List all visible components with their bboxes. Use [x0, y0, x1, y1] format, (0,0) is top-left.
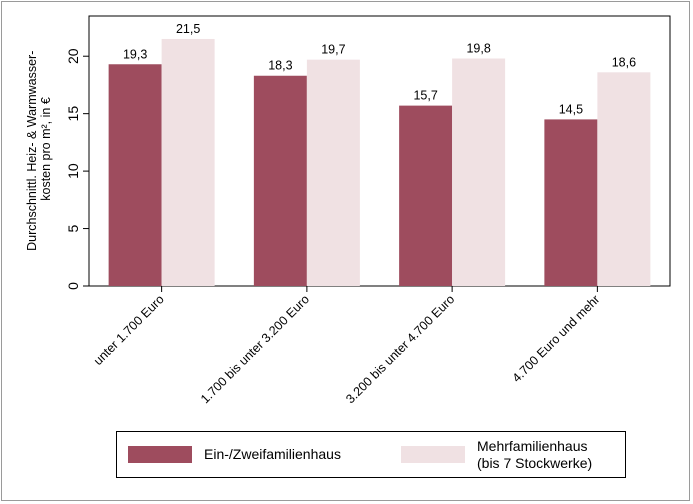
- data-label-2-4-700-euro-und-mehr: 18,6: [612, 55, 636, 69]
- legend-label-mehrfamilienhaus: Mehrfamilienhaus (bis 7 Stockwerke): [477, 438, 593, 471]
- y-tick-label-20: 20: [65, 48, 81, 64]
- x-tick-label-3-200-bis-unter-4-700-euro: 3.200 bis unter 4.700 Euro: [343, 292, 457, 406]
- bar-1-4-700-euro-und-mehr: [544, 119, 598, 286]
- bar-2-3-200-bis-unter-4-700-euro: [452, 58, 506, 287]
- bar-1-3-200-bis-unter-4-700-euro: [399, 105, 453, 286]
- x-tick-label-4-700-euro-und-mehr: 4.700 Euro und mehr: [510, 292, 603, 385]
- bar-2-1-700-bis-unter-3-200-euro: [306, 59, 360, 286]
- y-tick-label-5: 5: [65, 224, 81, 232]
- plot-area: [88, 15, 671, 287]
- legend-swatch-ein-zweifamilienhaus: [128, 446, 192, 463]
- x-tick-label-unter-1-700-euro: unter 1.700 Euro: [91, 292, 167, 368]
- bar-2-unter-1-700-euro: [161, 38, 215, 286]
- data-label-2-unter-1-700-euro: 21,5: [176, 22, 200, 36]
- y-tick-label-15: 15: [65, 106, 81, 122]
- data-label-1-3-200-bis-unter-4-700-euro: 15,7: [413, 89, 437, 103]
- legend: Ein-/Zweifamilienhaus Mehrfamilienhaus (…: [116, 431, 626, 478]
- legend-label-ein-zweifamilienhaus: Ein-/Zweifamilienhaus: [204, 446, 341, 462]
- data-label-2-3-200-bis-unter-4-700-euro: 19,8: [466, 42, 490, 56]
- bar-1-unter-1-700-euro: [108, 64, 162, 287]
- y-axis-label: Durchschnittl. Heiz- & Warmwasser- koste…: [25, 47, 53, 251]
- y-axis-label-line-1: Durchschnittl. Heiz- & Warmwasser-: [25, 51, 39, 251]
- x-tick-label-1-700-bis-unter-3-200-euro: 1.700 bis unter 3.200 Euro: [198, 292, 312, 406]
- data-label-1-unter-1-700-euro: 19,3: [123, 47, 147, 61]
- data-label-1-4-700-euro-und-mehr: 14,5: [559, 102, 583, 116]
- y-tick-label-10: 10: [65, 163, 81, 179]
- y-tick-label-0: 0: [65, 282, 81, 290]
- bar-2-4-700-euro-und-mehr: [597, 72, 651, 286]
- bar-1-1-700-bis-unter-3-200-euro: [253, 75, 307, 286]
- chart-marks: 0 5 10 15 20 19,3 21,5 unter 1.700 Euro 18,3 19,7…: [65, 15, 671, 406]
- data-label-2-1-700-bis-unter-3-200-euro: 19,7: [321, 43, 345, 57]
- y-axis-label-line-2: kosten pro m², in €: [39, 97, 53, 201]
- legend-swatch-mehrfamilienhaus: [401, 446, 465, 463]
- data-label-1-1-700-bis-unter-3-200-euro: 18,3: [268, 59, 292, 73]
